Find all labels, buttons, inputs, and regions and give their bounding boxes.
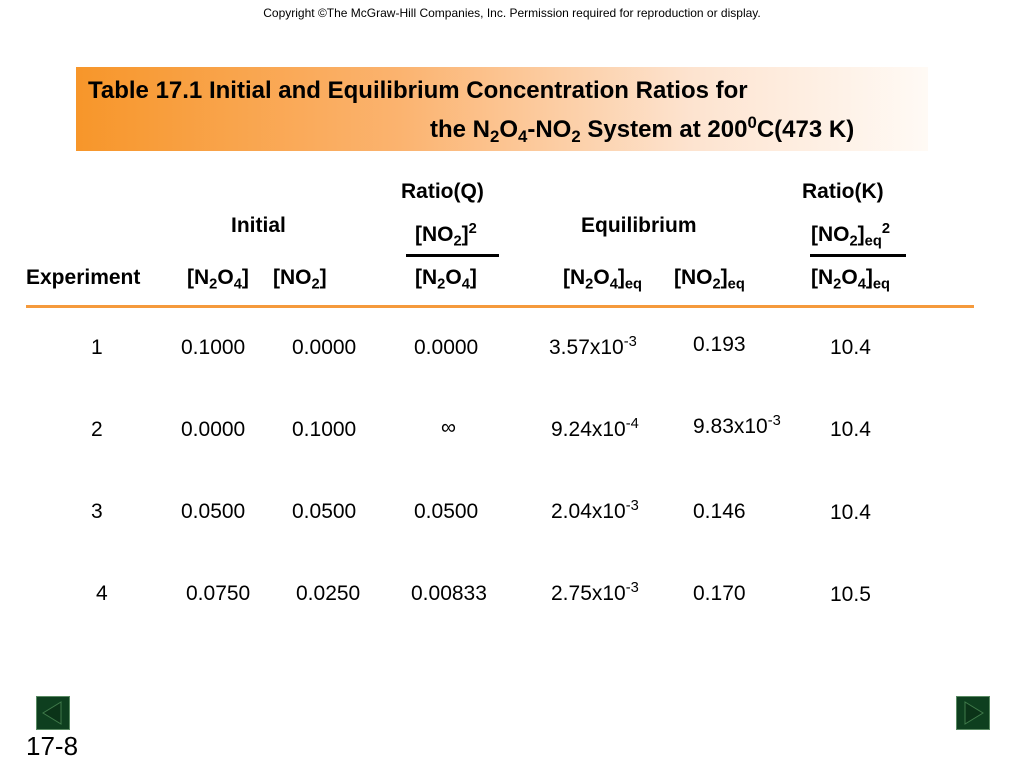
k-numerator: [NO2]eq2 — [811, 220, 890, 250]
row4-k: 10.5 — [830, 583, 871, 606]
header-n2o4-eq: [N2O4]eq — [563, 266, 642, 293]
copyright-notice: Copyright ©The McGraw-Hill Companies, In… — [263, 6, 761, 20]
next-slide-button[interactable] — [956, 696, 990, 730]
row4-experiment: 4 — [96, 582, 108, 605]
previous-slide-button[interactable] — [36, 696, 70, 730]
row1-k: 10.4 — [830, 336, 871, 359]
header-divider — [26, 305, 974, 308]
header-experiment: Experiment — [26, 266, 141, 289]
row2-n2o4-initial: 0.0000 — [181, 418, 246, 441]
slide-number: 17-8 — [26, 731, 79, 761]
row1-n2o4-eq: 3.57x10-3 — [549, 333, 637, 359]
row3-no2-initial: 0.0500 — [292, 500, 357, 523]
row4-no2-eq: 0.170 — [693, 582, 746, 605]
row3-q: 0.0500 — [414, 500, 479, 523]
row1-n2o4-initial: 0.1000 — [181, 336, 246, 359]
row2-experiment: 2 — [91, 418, 103, 441]
q-numerator: [NO2]2 — [415, 220, 477, 250]
row2-k: 10.4 — [830, 418, 871, 441]
title-banner — [76, 67, 928, 151]
q-denominator: [N2O4] — [415, 266, 477, 293]
row1-no2-eq: 0.193 — [693, 333, 746, 356]
k-fraction-line — [810, 254, 906, 257]
header-no2-initial: [NO2] — [273, 266, 327, 293]
row2-n2o4-eq: 9.24x10-4 — [551, 415, 639, 441]
table-title-line2: the N2O4-NO2 System at 2000C(473 K) — [430, 112, 855, 147]
row3-no2-eq: 0.146 — [693, 500, 746, 523]
row1-no2-initial: 0.0000 — [292, 336, 357, 359]
header-equilibrium: Equilibrium — [581, 214, 697, 237]
row1-q: 0.0000 — [414, 336, 479, 359]
row1-experiment: 1 — [91, 336, 103, 359]
header-ratio-k: Ratio(K) — [802, 180, 884, 203]
header-no2-eq: [NO2]eq — [674, 266, 745, 293]
row4-no2-initial: 0.0250 — [296, 582, 361, 605]
row2-no2-initial: 0.1000 — [292, 418, 357, 441]
row3-k: 10.4 — [830, 501, 871, 524]
row2-q: ∞ — [441, 416, 456, 439]
row2-no2-eq: 9.83x10-3 — [693, 412, 781, 438]
table-title-line1: Table 17.1 Initial and Equilibrium Conce… — [88, 77, 748, 104]
row3-n2o4-initial: 0.0500 — [181, 500, 246, 523]
row4-n2o4-eq: 2.75x10-3 — [551, 579, 639, 605]
row4-n2o4-initial: 0.0750 — [186, 582, 251, 605]
triangle-right-icon — [964, 701, 984, 725]
header-initial: Initial — [231, 214, 286, 237]
header-ratio-q: Ratio(Q) — [401, 180, 484, 203]
row3-n2o4-eq: 2.04x10-3 — [551, 497, 639, 523]
row3-experiment: 3 — [91, 500, 103, 523]
q-fraction-line — [406, 254, 499, 257]
row4-q: 0.00833 — [411, 582, 487, 605]
k-denominator: [N2O4]eq — [811, 266, 890, 293]
triangle-left-icon — [42, 701, 62, 725]
header-n2o4-initial: [N2O4] — [187, 266, 249, 293]
